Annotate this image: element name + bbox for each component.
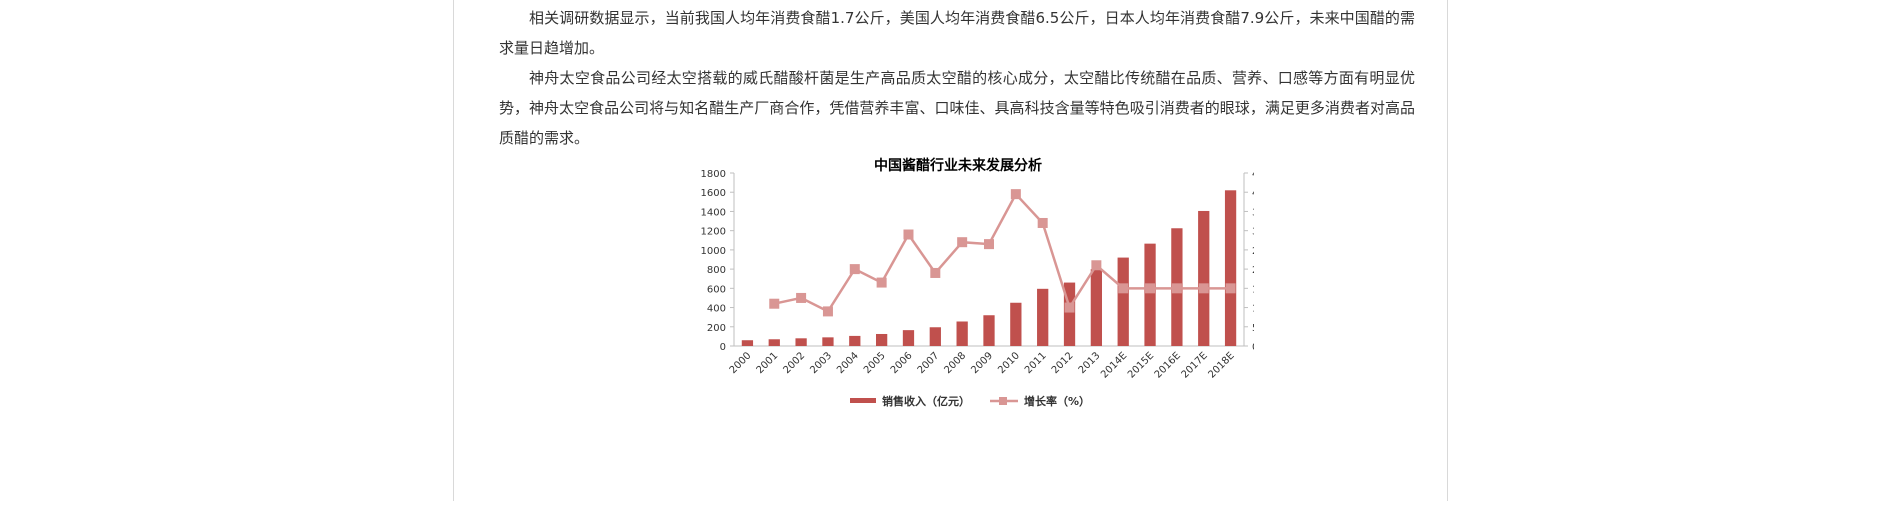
paragraph-consumption: 相关调研数据显示，当前我国人均年消费食醋1.7公斤，美国人均年消费食醋6.5公斤… [499,9,1415,57]
document-page: 相关调研数据显示，当前我国人均年消费食醋1.7公斤，美国人均年消费食醋6.5公斤… [453,0,1448,501]
category-label-2017E: 2017E [1180,350,1210,380]
category-label-2002: 2002 [781,350,807,376]
right-tick-label: 30% [1252,227,1254,238]
left-tick-label: 0 [720,342,726,353]
growth-point-2012 [1064,302,1075,313]
right-tick-label: 35% [1252,207,1254,218]
combo-chart: 中国酱醋行业未来发展分析 0 200 400 600 800 1000 1200 1400 16… [701,157,1275,408]
growth-point-2006 [903,229,914,240]
growth-point-2010 [1010,189,1021,200]
bar-sales-2002 [795,338,807,346]
left-tick-label: 400 [707,304,726,315]
growth-point-2007 [930,267,941,278]
left-tick-label: 1400 [701,207,726,218]
right-tick-label: 40% [1252,188,1254,199]
growth-point-2017E [1198,283,1209,294]
left-tick-label: 200 [707,323,726,334]
growth-point-2002 [796,292,807,303]
bar-sales-2006 [902,330,915,346]
growth-point-2004 [849,264,860,275]
growth-point-2005 [876,277,887,288]
right-tick-label: 10% [1252,304,1254,315]
growth-point-2008 [957,237,968,248]
category-label-2001: 2001 [755,350,781,376]
bar-sales-2005 [875,333,888,346]
legend-label-sales: 销售收入（亿元） [882,394,970,408]
bar-sales-2018E [1224,190,1237,346]
category-label-2011: 2011 [1023,350,1049,376]
growth-point-2014E [1118,283,1129,294]
left-tick-label: 800 [707,265,726,276]
bar-sales-2003 [822,337,834,346]
category-label-2009: 2009 [969,350,995,376]
bar-sales-2013 [1090,269,1103,346]
legend-swatch-sales [850,398,876,403]
growth-rate-line [774,192,1231,314]
left-tick-label: 1200 [701,227,726,238]
right-tick-label: 45% [1252,169,1254,180]
category-label-2006: 2006 [889,350,915,376]
category-label-2018E: 2018E [1206,350,1236,380]
left-tick-label: 1000 [701,246,726,257]
right-tick-label: 5% [1252,323,1254,334]
category-label-2003: 2003 [808,350,834,376]
chart-container: 中国酱醋行业未来发展分析 0 200 400 600 800 1000 1200 1400 16… [634,150,1275,501]
category-label-2014E: 2014E [1099,350,1129,380]
right-tick-label: 15% [1252,284,1254,295]
right-tick-label: 0% [1252,342,1254,353]
right-tick-label: 20% [1252,265,1254,276]
bar-sales-2010 [1010,302,1022,346]
category-label-2000: 2000 [728,350,754,376]
growth-point-2009 [984,239,994,250]
right-tick-label: 25% [1252,246,1254,257]
legend-swatch-growth-marker [999,397,1007,405]
category-label-2007: 2007 [916,350,942,376]
growth-point-2015E [1145,283,1156,294]
bar-sales-2000 [741,340,754,346]
growth-point-2011 [1037,217,1048,228]
bar-sales-2014E [1117,257,1129,346]
growth-point-2018E [1225,283,1236,294]
left-tick-label: 1600 [701,188,726,199]
left-tick-label: 600 [707,284,726,295]
legend-label-growth: 增长率（%） [1024,394,1090,408]
growth-point-2013 [1091,260,1102,271]
category-label-2010: 2010 [996,350,1022,376]
bar-sales-2011 [1037,288,1049,346]
bar-sales-2004 [849,335,861,346]
bar-sales-2007 [929,327,941,346]
growth-point-2001 [769,298,780,309]
growth-point-2003 [822,306,833,317]
chart-title: 中国酱醋行业未来发展分析 [874,157,1042,174]
bar-sales-2012 [1063,282,1076,346]
category-label-2008: 2008 [943,350,969,376]
left-tick-label: 1800 [701,169,726,180]
category-label-2015E: 2015E [1126,350,1156,380]
bar-sales-2009 [983,315,995,346]
category-label-2005: 2005 [862,350,888,376]
category-label-2004: 2004 [835,350,861,376]
bar-sales-2008 [956,321,968,346]
bar-sales-2017E [1198,210,1210,346]
bar-sales-2015E [1144,243,1156,346]
category-label-2012: 2012 [1050,350,1076,376]
growth-point-2016E [1171,283,1182,294]
paragraph-space-vinegar: 神舟太空食品公司经太空搭载的威氏醋酸杆菌是生产高品质太空醋的核心成分，太空醋比传… [499,69,1415,147]
category-label-2016E: 2016E [1153,350,1183,380]
bar-sales-2001 [768,339,780,346]
